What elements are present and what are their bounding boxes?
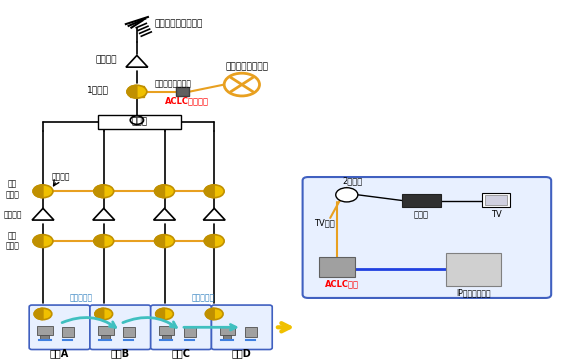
Wedge shape: [33, 235, 43, 248]
Circle shape: [206, 308, 223, 320]
Wedge shape: [205, 235, 214, 248]
Bar: [446, 253, 502, 286]
Bar: [123, 327, 135, 337]
Circle shape: [155, 235, 175, 248]
Text: 子機間通信: 子機間通信: [192, 294, 215, 302]
Wedge shape: [156, 308, 164, 320]
Circle shape: [33, 185, 53, 198]
Text: 分配器: 分配器: [132, 117, 147, 126]
Circle shape: [34, 308, 52, 320]
Wedge shape: [95, 308, 104, 320]
Text: 教室B: 教室B: [111, 348, 130, 358]
Text: TV端子: TV端子: [314, 219, 335, 228]
Circle shape: [224, 73, 259, 96]
Circle shape: [155, 185, 175, 198]
Circle shape: [131, 116, 144, 125]
Wedge shape: [94, 185, 104, 198]
Bar: [245, 327, 257, 337]
Bar: [62, 327, 75, 337]
Wedge shape: [33, 185, 43, 198]
Wedge shape: [205, 185, 214, 198]
Circle shape: [205, 235, 224, 248]
Text: バイパス: バイパス: [51, 173, 69, 181]
Bar: [223, 334, 231, 339]
Bar: [98, 115, 181, 129]
Text: ACLC（親機）: ACLC（親機）: [164, 96, 208, 105]
Circle shape: [94, 235, 114, 248]
Text: TV: TV: [490, 210, 501, 219]
FancyBboxPatch shape: [151, 305, 211, 350]
Circle shape: [95, 308, 112, 320]
Text: 混合
分波器: 混合 分波器: [6, 180, 20, 199]
Circle shape: [336, 188, 358, 202]
Bar: [98, 327, 114, 335]
Text: 子機間通信: 子機間通信: [70, 294, 93, 302]
Bar: [40, 334, 49, 339]
Bar: [131, 87, 144, 97]
Text: ビデオ: ビデオ: [414, 210, 429, 219]
Bar: [176, 87, 189, 96]
Wedge shape: [34, 308, 43, 320]
Wedge shape: [155, 185, 164, 198]
Bar: [220, 327, 235, 335]
Bar: [162, 334, 171, 339]
Bar: [37, 327, 53, 335]
Text: ブースタ: ブースタ: [95, 55, 118, 64]
FancyBboxPatch shape: [29, 305, 90, 350]
Bar: [482, 193, 510, 207]
Text: 2分配器: 2分配器: [342, 176, 362, 185]
Text: 教室A: 教室A: [50, 348, 69, 358]
Bar: [101, 334, 110, 339]
Wedge shape: [206, 308, 214, 320]
Wedge shape: [127, 85, 137, 98]
Text: IPインターホン: IPインターホン: [457, 288, 491, 297]
Text: ハイパスフィルタ: ハイパスフィルタ: [154, 79, 192, 88]
Bar: [319, 257, 355, 277]
Bar: [485, 195, 507, 206]
Circle shape: [33, 235, 53, 248]
FancyBboxPatch shape: [303, 177, 551, 298]
Text: ブースタ: ブースタ: [3, 210, 22, 219]
FancyBboxPatch shape: [90, 305, 151, 350]
Bar: [402, 194, 441, 207]
FancyBboxPatch shape: [211, 305, 272, 350]
Wedge shape: [155, 235, 164, 248]
Circle shape: [94, 185, 114, 198]
Text: 教室D: 教室D: [232, 348, 252, 358]
Wedge shape: [94, 235, 104, 248]
Circle shape: [205, 185, 224, 198]
Text: 混合
分波器: 混合 分波器: [6, 231, 20, 251]
Text: テレビ受信アンテナ: テレビ受信アンテナ: [154, 20, 202, 29]
Text: ACLC子機: ACLC子機: [325, 279, 359, 288]
Text: 1分岐器: 1分岐器: [87, 85, 109, 94]
Circle shape: [156, 308, 173, 320]
Text: 教室C: 教室C: [172, 348, 190, 358]
Bar: [159, 327, 175, 335]
Circle shape: [127, 85, 147, 98]
Text: 上位ネットワーク: 上位ネットワーク: [226, 62, 269, 71]
Bar: [184, 327, 196, 337]
